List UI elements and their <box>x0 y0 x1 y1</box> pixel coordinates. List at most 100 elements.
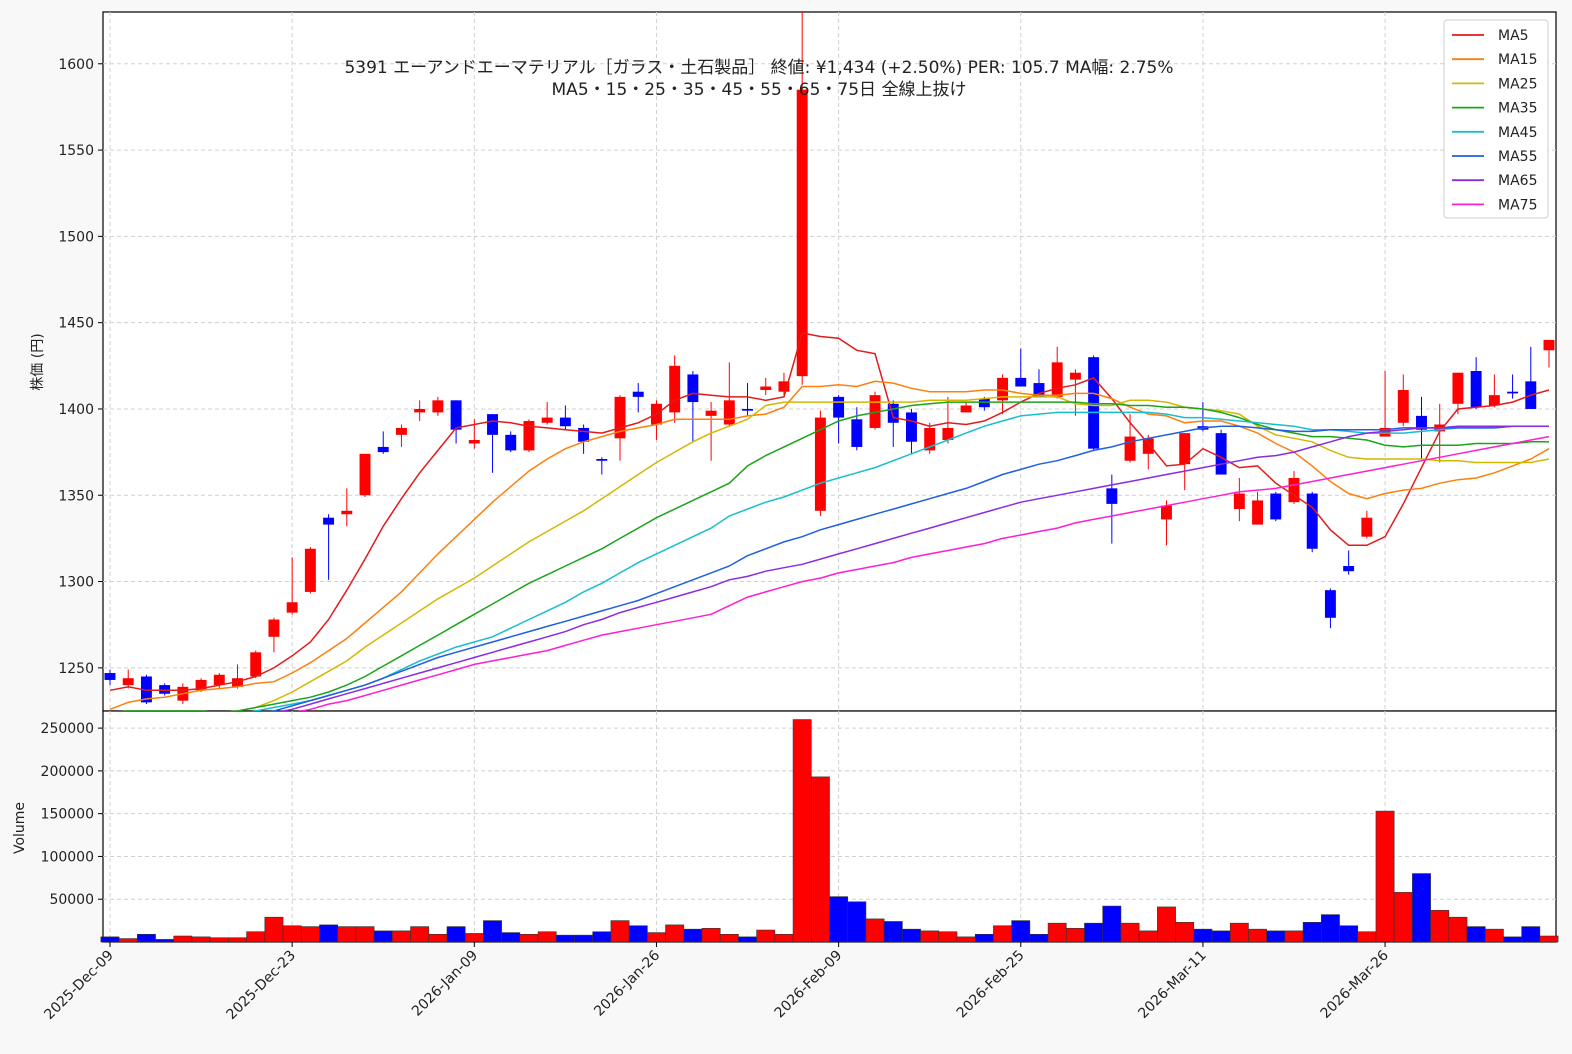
ma-line-ma35 <box>120 401 1549 711</box>
volume-bar <box>829 896 849 943</box>
candle-body <box>1343 566 1355 572</box>
candle-body <box>559 417 571 427</box>
candle-body <box>1306 493 1318 549</box>
x-tick-label: 2026-Feb-09 <box>772 948 846 1022</box>
candle-body <box>1033 383 1045 397</box>
volume-bar <box>810 776 830 943</box>
price-tick-label: 1450 <box>58 316 94 332</box>
volume-bar <box>137 933 156 943</box>
volume-tick-label: 100000 <box>41 849 94 865</box>
candle-body <box>232 678 243 687</box>
chart-title-line2: MA5・15・25・35・45・55・65・75日 全線上抜け <box>552 80 967 100</box>
volume-bar <box>628 925 648 943</box>
volume-bar <box>665 924 685 943</box>
price-tick-label: 1600 <box>58 57 94 73</box>
candle-body <box>414 408 426 413</box>
legend-label: MA25 <box>1498 76 1537 92</box>
candle-body <box>1161 505 1172 520</box>
candle-body <box>1488 395 1500 406</box>
candle-body <box>1543 339 1555 351</box>
candle-body <box>705 410 717 416</box>
price-panel-frame <box>102 11 1557 712</box>
candle-body <box>1179 433 1191 465</box>
volume-bar <box>501 932 521 943</box>
volume-bar <box>974 933 994 943</box>
volume-bar <box>1302 922 1322 943</box>
legend-label: MA45 <box>1498 125 1537 141</box>
volume-bar <box>1412 873 1431 943</box>
volume-bar <box>100 936 120 943</box>
ma-line-ma75 <box>297 435 1550 711</box>
candle-body <box>1252 500 1264 525</box>
volume-bar <box>774 933 794 943</box>
candle-body <box>250 652 262 677</box>
candle-body <box>341 510 353 515</box>
volume-bar <box>555 934 575 943</box>
candle-body <box>1124 436 1136 461</box>
volume-bar <box>1029 933 1049 943</box>
volume-bar <box>410 926 430 943</box>
candle-body <box>1452 372 1464 404</box>
volume-tick-label: 50000 <box>49 892 94 908</box>
candle-body <box>1379 427 1391 437</box>
volume-bar <box>155 939 175 943</box>
legend-box <box>1443 19 1549 219</box>
volume-bar <box>592 931 612 943</box>
ma-line-ma5 <box>109 332 1550 692</box>
x-tick-label: 2026-Jan-09 <box>409 948 481 1020</box>
volume-bar <box>337 926 357 943</box>
volume-bar <box>792 719 812 943</box>
volume-bar <box>246 931 266 943</box>
volume-bar <box>1503 936 1522 943</box>
volume-bar <box>920 930 940 943</box>
volume-bar <box>1466 926 1486 943</box>
volume-bar <box>446 926 466 943</box>
volume-bar <box>738 936 757 943</box>
candle-body <box>122 678 134 686</box>
volume-bar <box>228 937 247 943</box>
volume-tick-label: 150000 <box>41 807 94 823</box>
volume-axis-label: Volume <box>12 802 28 854</box>
volume-bar <box>300 926 320 943</box>
volume-bar <box>428 933 448 943</box>
volume-tick-label: 250000 <box>41 721 94 737</box>
volume-bar <box>683 928 703 943</box>
legend-label: MA35 <box>1498 101 1537 117</box>
volume-bar <box>209 937 229 943</box>
candle-body <box>1088 357 1100 449</box>
price-tick-label: 1250 <box>58 661 94 677</box>
volume-bar <box>1375 810 1395 943</box>
volume-bar <box>1521 926 1541 943</box>
volume-bar <box>1011 920 1031 943</box>
volume-bar <box>1248 928 1267 943</box>
ma-line-ma15 <box>109 380 1550 711</box>
candle-body <box>359 453 371 496</box>
candle-body <box>596 459 608 461</box>
volume-bar <box>519 933 539 943</box>
candle-body <box>505 434 517 451</box>
volume-bar <box>173 935 193 943</box>
candle-body <box>997 377 1009 401</box>
candle-body <box>468 440 480 444</box>
candle-body <box>1015 377 1027 387</box>
candle-body <box>978 398 990 408</box>
candle-body <box>1470 370 1482 408</box>
candle-body <box>523 421 535 451</box>
x-tick-label: 2026-Jan-26 <box>591 947 663 1019</box>
volume-bar <box>1120 922 1140 943</box>
volume-bar <box>902 928 921 943</box>
candle-body <box>377 446 389 453</box>
volume-bar <box>956 936 976 943</box>
grid <box>103 12 1556 942</box>
volume-bar <box>756 929 776 943</box>
x-tick-label: 2025-Dec-23 <box>224 948 299 1023</box>
candle-body <box>1142 438 1154 454</box>
volume-bar <box>282 925 302 943</box>
candle-body <box>1507 391 1519 394</box>
volume-bar <box>701 928 721 943</box>
candle-body <box>723 400 735 425</box>
candle-body <box>960 405 972 413</box>
volume-bar <box>993 925 1012 943</box>
candle-body <box>1270 493 1282 520</box>
candle-body <box>614 396 626 439</box>
